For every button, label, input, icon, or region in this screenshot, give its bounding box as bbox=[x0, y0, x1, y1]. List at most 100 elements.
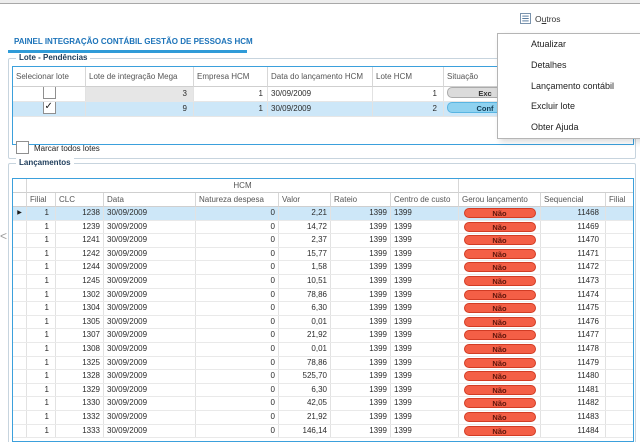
lancamento-row[interactable]: 1 1241 30/09/2009 0 2,37 1399 1399 Não 1… bbox=[13, 234, 633, 248]
data-cell: 30/09/2009 bbox=[104, 384, 196, 397]
centro-custo-cell: 1399 bbox=[391, 357, 459, 370]
menu-item[interactable]: Obter Ajuda bbox=[498, 117, 640, 138]
lancamento-row[interactable]: 1 1305 30/09/2009 0 0,01 1399 1399 Não 1… bbox=[13, 316, 633, 330]
filial2-cell bbox=[606, 275, 633, 288]
band-header-indicator bbox=[13, 179, 27, 193]
lancamento-row[interactable]: 1 1239 30/09/2009 0 14,72 1399 1399 Não … bbox=[13, 221, 633, 235]
rateio-cell: 1399 bbox=[331, 275, 391, 288]
empresa-hcm-cell: 1 bbox=[194, 102, 268, 116]
row-indicator bbox=[13, 234, 27, 247]
natureza-despesa-cell: 0 bbox=[196, 221, 279, 234]
column-header-lote-integracao[interactable]: Lote de integração Mega bbox=[86, 67, 194, 87]
centro-custo-cell: 1399 bbox=[391, 234, 459, 247]
natureza-despesa-cell: 0 bbox=[196, 329, 279, 342]
column-header-empresa-hcm[interactable]: Empresa HCM bbox=[194, 67, 268, 87]
lancamento-row[interactable]: 1 1304 30/09/2009 0 6,30 1399 1399 Não 1… bbox=[13, 302, 633, 316]
column-header-gerou-lancamento[interactable]: Gerou lançamento bbox=[459, 193, 541, 207]
filial2-cell bbox=[606, 261, 633, 274]
data-cell: 30/09/2009 bbox=[104, 329, 196, 342]
menu-item[interactable]: Atualizar bbox=[498, 34, 640, 55]
column-header-centro-custo[interactable]: Centro de custo bbox=[391, 193, 459, 207]
group-lancamentos-title: Lançamentos bbox=[16, 158, 74, 167]
lancamento-row[interactable]: 1 1325 30/09/2009 0 78,86 1399 1399 Não … bbox=[13, 357, 633, 371]
lancamento-row[interactable]: 1 1302 30/09/2009 0 78,86 1399 1399 Não … bbox=[13, 289, 633, 303]
menu-item[interactable]: Lançamento contábil bbox=[498, 76, 640, 97]
group-lote-title: Lote - Pendências bbox=[16, 53, 90, 62]
menu-item[interactable]: Detalhes bbox=[498, 55, 640, 76]
gerou-lancamento-badge: Não bbox=[464, 249, 536, 259]
row-indicator bbox=[13, 275, 27, 288]
centro-custo-cell: 1399 bbox=[391, 261, 459, 274]
lancamento-row[interactable]: 1 1308 30/09/2009 0 0,01 1399 1399 Não 1… bbox=[13, 343, 633, 357]
column-header-valor[interactable]: Valor bbox=[279, 193, 331, 207]
natureza-despesa-cell: 0 bbox=[196, 248, 279, 261]
filial2-cell bbox=[606, 425, 633, 438]
row-indicator bbox=[13, 261, 27, 274]
lancamento-row[interactable]: 1 1242 30/09/2009 0 15,77 1399 1399 Não … bbox=[13, 248, 633, 262]
lancamento-row[interactable]: 1 1330 30/09/2009 0 42,05 1399 1399 Não … bbox=[13, 397, 633, 411]
menu-item[interactable]: Excluir lote bbox=[498, 96, 640, 117]
gerou-lancamento-badge: Não bbox=[464, 330, 536, 340]
outros-dropdown-menu: Atualizar Detalhes Lançamento contábil E… bbox=[497, 33, 640, 139]
marcar-todos-lotes-checkbox[interactable]: Marcar todos lotes bbox=[16, 143, 100, 154]
clc-cell: 1241 bbox=[56, 234, 104, 247]
data-cell: 30/09/2009 bbox=[104, 425, 196, 438]
lancamento-row[interactable]: 1 1328 30/09/2009 0 525,70 1399 1399 Não… bbox=[13, 370, 633, 384]
data-cell: 30/09/2009 bbox=[104, 343, 196, 356]
collapse-panel-chevron-icon[interactable]: < bbox=[0, 229, 7, 243]
column-header-rateio[interactable]: Rateio bbox=[331, 193, 391, 207]
lancamento-row[interactable]: 1 1329 30/09/2009 0 6,30 1399 1399 Não 1… bbox=[13, 384, 633, 398]
gerou-lancamento-badge: Não bbox=[464, 385, 536, 395]
clc-cell: 1330 bbox=[56, 397, 104, 410]
column-header-data-lancamento[interactable]: Data do lançamento HCM bbox=[268, 67, 373, 87]
lote-integracao-cell: 3 bbox=[86, 87, 194, 101]
natureza-despesa-cell: 0 bbox=[196, 207, 279, 220]
clc-cell: 1304 bbox=[56, 302, 104, 315]
valor-cell: 1,58 bbox=[279, 261, 331, 274]
column-header-sequencial[interactable]: Sequencial bbox=[541, 193, 606, 207]
valor-cell: 78,86 bbox=[279, 357, 331, 370]
centro-custo-cell: 1399 bbox=[391, 289, 459, 302]
data-cell: 30/09/2009 bbox=[104, 411, 196, 424]
sequencial-cell: 11474 bbox=[541, 289, 606, 302]
outros-button[interactable]: Outros bbox=[517, 12, 564, 25]
column-header-selecionar-lote[interactable]: Selecionar lote bbox=[13, 67, 86, 87]
lote-hcm-cell: 1 bbox=[373, 87, 444, 101]
column-header-filial[interactable]: Filial bbox=[27, 193, 56, 207]
lancamento-row[interactable]: 1 1244 30/09/2009 0 1,58 1399 1399 Não 1… bbox=[13, 261, 633, 275]
column-header-lote-hcm[interactable]: Lote HCM bbox=[373, 67, 444, 87]
filial-cell: 1 bbox=[27, 248, 56, 261]
lancamentos-band-header: HCM bbox=[13, 179, 633, 193]
lancamento-row[interactable]: 1 1307 30/09/2009 0 21,92 1399 1399 Não … bbox=[13, 329, 633, 343]
lote-select-checkbox[interactable] bbox=[43, 87, 56, 99]
lancamento-row[interactable]: ▶ 1 1238 30/09/2009 0 2,21 1399 1399 Não… bbox=[13, 207, 633, 221]
lote-select-checkbox[interactable] bbox=[43, 102, 56, 114]
sequencial-cell: 11471 bbox=[541, 248, 606, 261]
clc-cell: 1329 bbox=[56, 384, 104, 397]
lancamento-row[interactable]: 1 1245 30/09/2009 0 10,51 1399 1399 Não … bbox=[13, 275, 633, 289]
sequencial-cell: 11468 bbox=[541, 207, 606, 220]
band-header-right bbox=[459, 179, 633, 193]
tab-painel-integracao[interactable]: PAINEL INTEGRAÇÃO CONTÁBIL GESTÃO DE PES… bbox=[8, 37, 259, 53]
column-header-filial-2[interactable]: Filial bbox=[606, 193, 633, 207]
centro-custo-cell: 1399 bbox=[391, 343, 459, 356]
filial-cell: 1 bbox=[27, 343, 56, 356]
filial-cell: 1 bbox=[27, 329, 56, 342]
column-header-natureza-despesa[interactable]: Natureza despesa bbox=[196, 193, 279, 207]
gerou-lancamento-badge: Não bbox=[464, 276, 536, 286]
lancamentos-table: HCM Filial CLC Data Natureza despesa Val… bbox=[12, 178, 634, 442]
filial2-cell bbox=[606, 207, 633, 220]
filial-cell: 1 bbox=[27, 289, 56, 302]
centro-custo-cell: 1399 bbox=[391, 207, 459, 220]
gerou-lancamento-badge: Não bbox=[464, 317, 536, 327]
clc-cell: 1302 bbox=[56, 289, 104, 302]
column-header-data[interactable]: Data bbox=[104, 193, 196, 207]
lancamento-row[interactable]: 1 1333 30/09/2009 0 146,14 1399 1399 Não… bbox=[13, 425, 633, 439]
clc-cell: 1242 bbox=[56, 248, 104, 261]
centro-custo-cell: 1399 bbox=[391, 275, 459, 288]
lancamento-row[interactable]: 1 1332 30/09/2009 0 21,92 1399 1399 Não … bbox=[13, 411, 633, 425]
column-header-clc[interactable]: CLC bbox=[56, 193, 104, 207]
filial-cell: 1 bbox=[27, 397, 56, 410]
natureza-despesa-cell: 0 bbox=[196, 316, 279, 329]
filial2-cell bbox=[606, 302, 633, 315]
